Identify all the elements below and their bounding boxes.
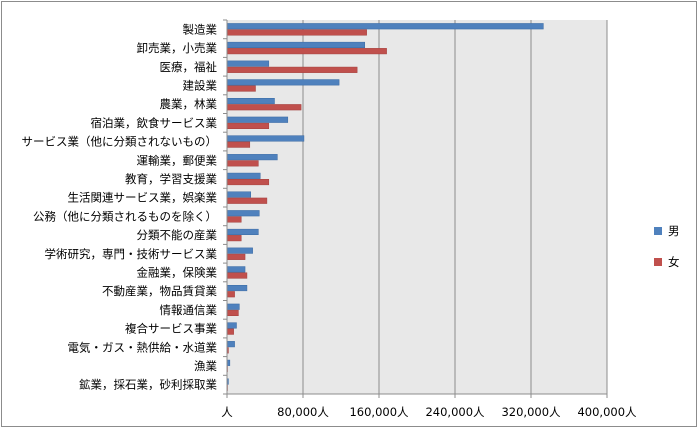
legend-swatch-male [654, 227, 662, 235]
bar-female [226, 85, 256, 92]
x-tick-label: 400,000人 [577, 405, 637, 419]
category-label: サービス業（他に分類されないもの） [22, 135, 218, 149]
category-label: 不動産業，物品賃貸業 [102, 284, 217, 298]
bar-male [226, 172, 261, 179]
category-label: 鉱業，採石業，砂利採取業 [79, 378, 217, 392]
bar-male [226, 98, 275, 105]
category-label: 教育，学習支援業 [125, 172, 217, 186]
bar-female [226, 272, 248, 279]
bar-male [226, 191, 251, 198]
plot-area [227, 20, 607, 394]
category-label: 学術研究，専門・技術サービス業 [45, 247, 218, 261]
bar-female [226, 235, 242, 242]
bar-male [226, 154, 278, 161]
category-label: 漁業 [194, 359, 217, 373]
bar-female [226, 309, 239, 316]
x-tick-label: 160,000人 [349, 405, 409, 419]
category-labels: 製造業卸売業，小売業医療，福祉建設業農業，林業宿泊業，飲食サービス業サービス業（… [22, 22, 218, 391]
bar-female [226, 29, 367, 36]
category-label: 運輸業，郵便業 [137, 153, 218, 167]
bar-male [226, 210, 260, 217]
bar-male [226, 23, 544, 30]
x-tick-label: 人 [221, 405, 233, 419]
bar-female [226, 160, 259, 167]
category-label: 製造業 [183, 22, 218, 36]
category-label: 宿泊業，飲食サービス業 [91, 116, 218, 130]
bar-female [226, 179, 270, 186]
bar-male [226, 247, 253, 254]
category-label: 医療，福祉 [160, 60, 218, 74]
bar-female [226, 48, 387, 55]
bar-female [226, 197, 268, 204]
category-label: 分類不能の産業 [137, 228, 218, 242]
bar-male [226, 41, 365, 49]
bar-male [226, 116, 289, 123]
bar-female [226, 104, 302, 111]
category-label: 農業，林業 [160, 97, 218, 111]
category-label: 建設業 [183, 78, 218, 92]
bar-male [226, 135, 305, 142]
bar-female [226, 122, 270, 130]
bar-male [226, 79, 340, 86]
category-label: 卸売業，小売業 [137, 41, 218, 55]
bar-male [226, 341, 235, 348]
bar-female [226, 141, 251, 148]
bar-male [226, 266, 246, 273]
x-tick-label: 320,000人 [501, 405, 561, 419]
category-label: 金融業，保険業 [137, 265, 218, 279]
x-tick-labels: 人 80,000人 160,000人 240,000人 320,000人 400,000人 [221, 405, 637, 419]
bar-female [226, 66, 358, 73]
legend-label-female: 女 [668, 255, 680, 269]
category-label: 生活関連サービス業，娯楽業 [68, 191, 218, 205]
bar-male [226, 285, 248, 292]
bar-male [226, 303, 240, 310]
bars [226, 23, 544, 391]
axes [226, 20, 607, 395]
bar-male [226, 228, 259, 235]
bar-female [226, 253, 246, 260]
x-tick-label: 80,000人 [277, 405, 329, 419]
legend-label-male: 男 [668, 224, 680, 238]
bar-female [226, 328, 234, 335]
category-label: 電気・ガス・熱供給・水道業 [68, 340, 218, 354]
category-label: 複合サービス事業 [125, 322, 217, 336]
legend: 男 女 [654, 224, 680, 269]
legend-swatch-female [654, 258, 662, 266]
bar-female [226, 291, 235, 298]
bar-male [226, 322, 237, 329]
bar-female [226, 216, 242, 223]
x-tick-label: 240,000人 [425, 405, 485, 419]
category-label: 公務（他に分類されるものを除く） [33, 209, 217, 223]
category-label: 情報通信業 [160, 303, 218, 317]
bar-male [226, 60, 270, 67]
